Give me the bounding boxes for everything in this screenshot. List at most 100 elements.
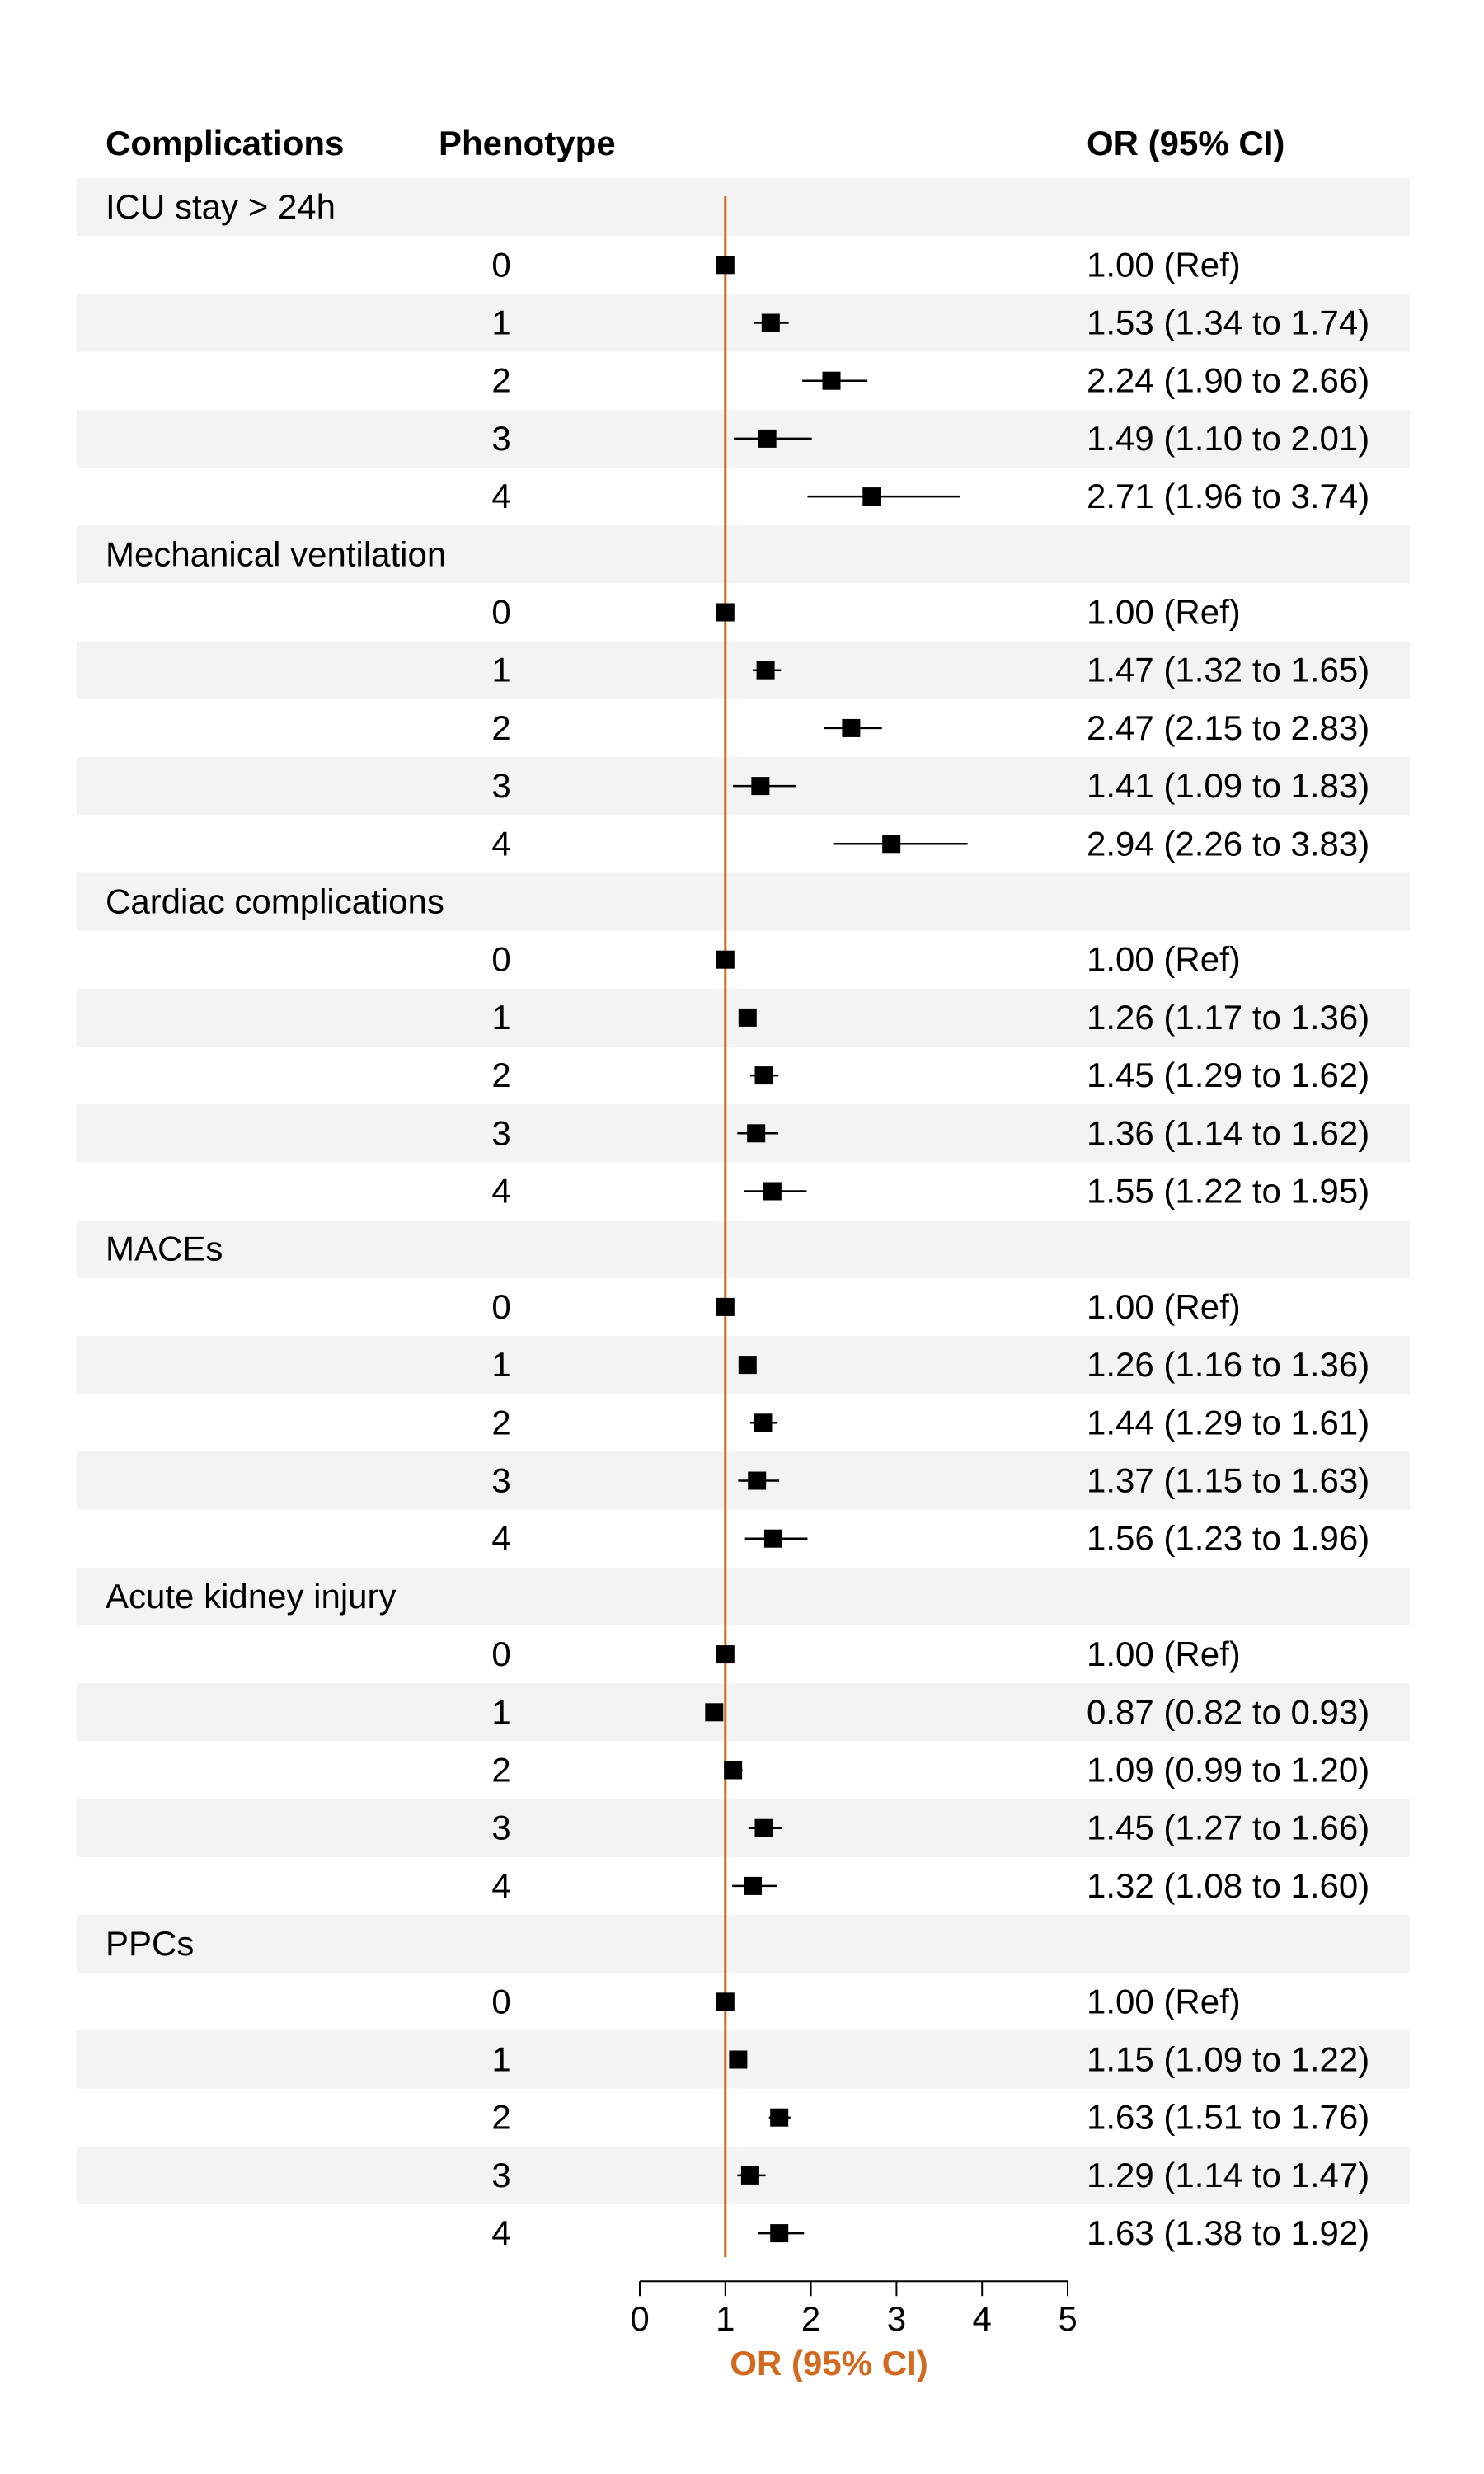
or-label: 1.32 (1.08 to 1.60) <box>1087 1866 1369 1905</box>
estimate-marker <box>763 1182 782 1201</box>
group-label: Cardiac complications <box>106 882 444 921</box>
x-axis-label: OR (95% CI) <box>730 2344 928 2382</box>
estimate-marker <box>716 603 735 622</box>
or-label: 1.26 (1.17 to 1.36) <box>1087 998 1369 1037</box>
group-label: Acute kidney injury <box>106 1577 397 1616</box>
row-stripe <box>77 178 1410 237</box>
estimate-marker <box>770 2108 789 2127</box>
estimate-marker <box>716 256 735 275</box>
row-stripe <box>77 1915 1410 1973</box>
phenotype-label: 1 <box>491 651 510 689</box>
estimate-marker <box>748 1471 767 1490</box>
header-phenotype: Phenotype <box>439 124 616 162</box>
phenotype-label: 4 <box>491 477 510 515</box>
or-label: 1.63 (1.38 to 1.92) <box>1087 2213 1369 2252</box>
group-label: ICU stay > 24h <box>106 187 336 226</box>
phenotype-label: 3 <box>491 1461 510 1500</box>
phenotype-label: 4 <box>491 2213 510 2252</box>
estimate-marker <box>756 661 775 680</box>
group-label: MACEs <box>106 1230 223 1268</box>
group-label: Mechanical ventilation <box>106 534 446 573</box>
estimate-marker <box>763 1529 782 1548</box>
or-label: 1.36 (1.14 to 1.62) <box>1087 1113 1369 1152</box>
or-label: 1.37 (1.15 to 1.63) <box>1087 1461 1369 1500</box>
estimate-marker <box>740 2166 759 2185</box>
estimate-marker <box>716 950 735 969</box>
or-label: 1.49 (1.10 to 2.01) <box>1087 419 1369 458</box>
row-stripes <box>77 178 1410 2204</box>
or-label: 1.00 (Ref) <box>1087 940 1241 979</box>
phenotype-label: 0 <box>491 245 510 284</box>
row-stripe <box>77 1567 1410 1625</box>
header-complications: Complications <box>106 124 344 162</box>
estimate-marker <box>754 1818 773 1837</box>
row-stripe <box>77 872 1410 931</box>
x-tick-label: 1 <box>716 2299 735 2338</box>
phenotype-label: 4 <box>491 1172 510 1211</box>
estimate-marks <box>705 256 968 2243</box>
or-label: 1.00 (Ref) <box>1087 593 1241 632</box>
row-stripe <box>77 1683 1410 1742</box>
row-stripe <box>77 1220 1410 1278</box>
row-stripe <box>77 525 1410 584</box>
phenotype-label: 0 <box>491 1634 510 1673</box>
estimate-marker <box>729 2050 748 2069</box>
x-tick-label: 3 <box>887 2299 906 2338</box>
phenotype-label: 1 <box>491 2040 510 2079</box>
group-label: PPCs <box>106 1924 194 1963</box>
or-label: 2.71 (1.96 to 3.74) <box>1087 477 1369 515</box>
phenotype-label: 0 <box>491 1982 510 2020</box>
phenotype-label: 2 <box>491 1056 510 1094</box>
phenotype-label: 1 <box>491 1692 510 1731</box>
phenotype-label: 4 <box>491 1519 510 1558</box>
estimate-marker <box>758 429 777 448</box>
or-label: 1.00 (Ref) <box>1087 1634 1241 1673</box>
phenotype-label: 3 <box>491 1808 510 1847</box>
or-label: 1.41 (1.09 to 1.83) <box>1087 766 1369 805</box>
or-label: 1.09 (0.99 to 1.20) <box>1087 1751 1369 1790</box>
or-label: 2.47 (2.15 to 2.83) <box>1087 708 1369 747</box>
phenotype-label: 2 <box>491 2098 510 2137</box>
phenotype-label: 3 <box>491 766 510 805</box>
phenotype-label: 2 <box>491 361 510 400</box>
or-label: 1.00 (Ref) <box>1087 245 1241 284</box>
estimate-marker <box>770 2224 789 2243</box>
or-label: 1.00 (Ref) <box>1087 1982 1241 2020</box>
or-label: 1.45 (1.29 to 1.62) <box>1087 1056 1369 1094</box>
phenotype-label: 1 <box>491 303 510 342</box>
header-or: OR (95% CI) <box>1087 124 1284 162</box>
phenotype-label: 3 <box>491 1113 510 1152</box>
or-label: 1.53 (1.34 to 1.74) <box>1087 303 1369 342</box>
or-label: 1.55 (1.22 to 1.95) <box>1087 1172 1369 1211</box>
row-labels: ICU stay > 24h 0 1.00 (Ref) 1 1.53 (1.34 to … <box>106 187 1369 2252</box>
or-label: 1.63 (1.51 to 1.76) <box>1087 2098 1369 2137</box>
or-label: 1.29 (1.14 to 1.47) <box>1087 2156 1369 2194</box>
phenotype-label: 4 <box>491 1866 510 1905</box>
estimate-marker <box>882 835 901 854</box>
estimate-marker <box>822 371 841 390</box>
x-tick-label: 4 <box>973 2299 992 2338</box>
or-label: 1.45 (1.27 to 1.66) <box>1087 1808 1369 1847</box>
row-stripe <box>77 294 1410 352</box>
x-tick-label: 5 <box>1058 2299 1077 2338</box>
row-stripe <box>77 1799 1410 1857</box>
estimate-marker <box>738 1356 757 1375</box>
x-axis: 0 1 2 3 4 5 <box>630 2280 1078 2338</box>
estimate-marker <box>716 1645 735 1664</box>
estimate-marker <box>716 1992 735 2011</box>
phenotype-label: 3 <box>491 419 510 458</box>
estimate-marker <box>842 718 861 737</box>
or-label: 1.47 (1.32 to 1.65) <box>1087 651 1369 689</box>
phenotype-label: 1 <box>491 998 510 1037</box>
estimate-marker <box>716 1297 735 1316</box>
phenotype-label: 4 <box>491 824 510 863</box>
or-label: 0.87 (0.82 to 0.93) <box>1087 1692 1369 1731</box>
phenotype-label: 0 <box>491 940 510 979</box>
estimate-marker <box>862 487 881 506</box>
or-label: 2.24 (1.90 to 2.66) <box>1087 361 1369 400</box>
phenotype-label: 2 <box>491 1403 510 1442</box>
estimate-marker <box>747 1124 766 1143</box>
estimate-marker <box>754 1066 773 1085</box>
row-stripe <box>77 641 1410 699</box>
phenotype-label: 3 <box>491 2156 510 2194</box>
